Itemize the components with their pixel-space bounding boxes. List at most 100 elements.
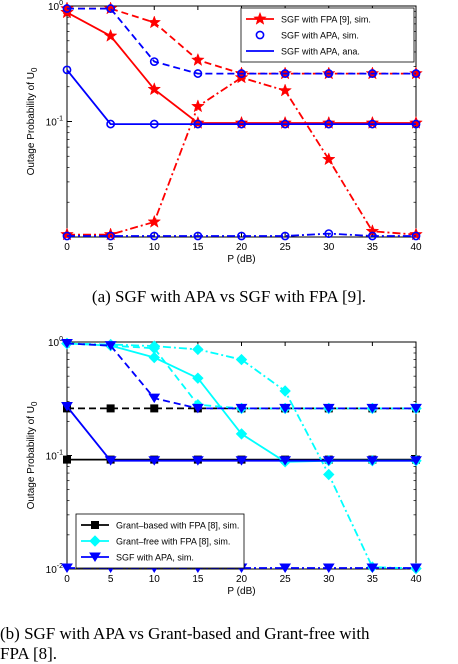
data-point: [280, 231, 290, 241]
y-tick-label: 100: [48, 336, 63, 349]
data-point: [279, 403, 292, 414]
legend-label: SGF with FPA [9], sim.: [281, 15, 371, 25]
y-tick-label: 10-2: [46, 563, 63, 576]
x-axis-label: P (dB): [227, 254, 255, 265]
legend: Grant–based with FPA [8], sim. Grant–free…: [75, 513, 245, 569]
data-point: [60, 227, 74, 241]
data-point: [411, 69, 421, 78]
data-point: [235, 456, 248, 466]
data-point: [62, 231, 72, 241]
data-point: [280, 69, 290, 78]
data-point: [235, 428, 248, 440]
chart-b: 0 5 10 15 20 25 30 35 40 100 10-1 10-2 P (dB) Outage …: [26, 336, 422, 597]
data-point: [321, 152, 336, 166]
legend-label: SGF with APA, ana.: [281, 47, 360, 57]
caption-a: (a) SGF with APA vs SGF with FPA [9].: [91, 287, 367, 306]
series-6: [62, 229, 421, 241]
x-tick-label: 25: [280, 242, 292, 253]
y-axis-label: Outage Probability of U0: [26, 67, 39, 175]
x-tick-label: 40: [410, 242, 422, 253]
data-point: [63, 455, 71, 464]
x-tick-label: 30: [323, 242, 335, 253]
data-point: [235, 353, 248, 366]
data-point: [61, 563, 73, 573]
x-tick-label: 35: [367, 574, 379, 585]
legend-label: Grant–based with FPA [8], sim.: [116, 521, 239, 531]
series-4: [62, 65, 421, 129]
data-point: [409, 227, 423, 241]
y-tick-label: 10-1: [46, 450, 63, 463]
x-tick-label: 5: [108, 242, 114, 253]
data-point: [150, 404, 159, 413]
x-tick-label: 5: [108, 574, 114, 585]
data-point: [367, 119, 377, 129]
data-point: [103, 28, 118, 42]
x-tick-label: 20: [236, 574, 248, 585]
legend-label: SGF with APA, sim.: [281, 31, 359, 41]
x-tick-label: 0: [64, 574, 70, 585]
data-point: [62, 65, 72, 75]
data-point: [237, 69, 246, 78]
data-point: [193, 231, 203, 241]
x-tick-label: 25: [280, 574, 292, 585]
data-point: [191, 403, 204, 414]
data-point: [106, 231, 116, 241]
x-tick-label: 10: [149, 574, 161, 585]
data-point: [106, 4, 116, 13]
series-line: [66, 69, 416, 125]
data-point: [149, 57, 159, 67]
legend-marker: [91, 521, 99, 529]
data-point: [366, 563, 379, 573]
data-point: [103, 227, 118, 241]
caption-b: (b) SGF with APA vs Grant-based and Gran…: [0, 624, 458, 664]
data-point: [191, 99, 205, 113]
caption-b-line1: (b) SGF with APA vs Grant-based and Gran…: [0, 624, 370, 643]
data-point: [324, 119, 334, 129]
data-point: [410, 456, 422, 466]
data-point: [366, 456, 379, 466]
x-tick-label: 0: [64, 242, 70, 253]
x-tick-label: 30: [323, 574, 335, 585]
data-point: [147, 214, 162, 228]
data-point: [322, 563, 335, 573]
data-point: [280, 119, 290, 129]
data-point: [193, 119, 203, 129]
data-point: [324, 229, 334, 239]
data-point: [237, 231, 246, 241]
series-6: [61, 402, 422, 466]
series-5: [62, 4, 421, 78]
data-point: [191, 52, 205, 66]
data-point: [191, 456, 204, 466]
x-tick-label: 10: [149, 242, 161, 253]
data-point: [149, 119, 159, 129]
data-point: [234, 115, 249, 129]
data-point: [192, 343, 204, 356]
data-point: [148, 351, 160, 364]
y-tick-label: 100: [48, 0, 63, 13]
data-point: [104, 456, 117, 466]
data-point: [148, 456, 161, 466]
legend-marker: [89, 552, 101, 562]
y-axis-label: Outage Probability of U0: [26, 401, 39, 509]
data-point: [411, 231, 421, 241]
legend-marker: [253, 11, 267, 25]
data-point: [278, 115, 292, 129]
legend-box: [240, 7, 415, 63]
data-point: [321, 115, 336, 129]
data-point: [62, 4, 72, 13]
series-line: [67, 232, 416, 237]
data-point: [149, 231, 159, 241]
x-tick-label: 20: [236, 242, 248, 253]
data-point: [279, 456, 292, 466]
chart-a: 0 5 10 15 20 25 30 35 40 100 10-1 P (dB) Outage Prob…: [26, 0, 423, 265]
data-point: [409, 115, 423, 129]
data-point: [235, 403, 248, 414]
data-point: [103, 1, 118, 15]
caption-b-line2: FPA [8].: [0, 644, 58, 663]
data-point: [411, 119, 421, 129]
legend-marker: [255, 30, 265, 40]
data-point: [106, 119, 116, 129]
x-tick-label: 15: [192, 242, 204, 253]
data-point: [367, 231, 377, 241]
data-point: [61, 339, 73, 349]
